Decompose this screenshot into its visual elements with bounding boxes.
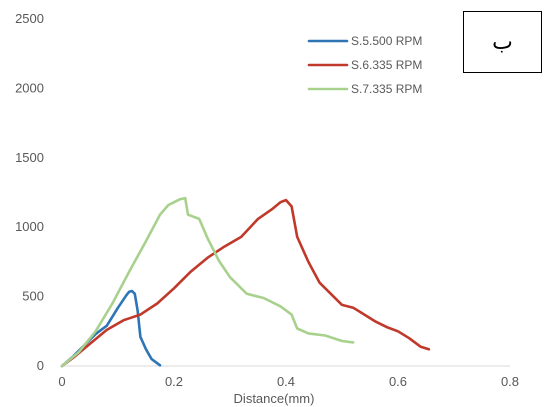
y-tick-label: 1500 [15, 150, 44, 165]
legend-label: S.5.500 RPM [351, 34, 422, 48]
x-tick-label: 0 [58, 374, 65, 389]
legend-label: S.7.335 RPM [351, 82, 422, 96]
series-line-3 [60, 196, 355, 368]
y-tick-label: 1000 [15, 219, 44, 234]
legend: S.5.500 RPM S.6.335 RPM S.7.335 RPM [307, 34, 422, 96]
annotation-box: ب [463, 11, 542, 73]
y-tick-label: 500 [22, 289, 44, 304]
x-axis-title: Distance(mm) [234, 391, 315, 406]
y-tick-label: 0 [37, 358, 44, 373]
y-tick-label: 2500 [15, 11, 44, 26]
annotation-label: ب [492, 29, 513, 55]
x-tick-label: 0.2 [165, 374, 183, 389]
series-group [60, 196, 431, 368]
legend-label: S.6.335 RPM [351, 58, 422, 72]
y-tick-label: 2000 [15, 80, 44, 95]
x-tick-label: 0.6 [389, 374, 407, 389]
x-axis-ticks: 0 0.2 0.4 0.6 0.8 [58, 374, 519, 389]
x-tick-label: 0.4 [277, 374, 295, 389]
x-tick-label: 0.8 [501, 374, 519, 389]
y-axis-ticks: 0 500 1000 1500 2000 2500 [15, 11, 44, 373]
series-line-2 [60, 198, 431, 368]
